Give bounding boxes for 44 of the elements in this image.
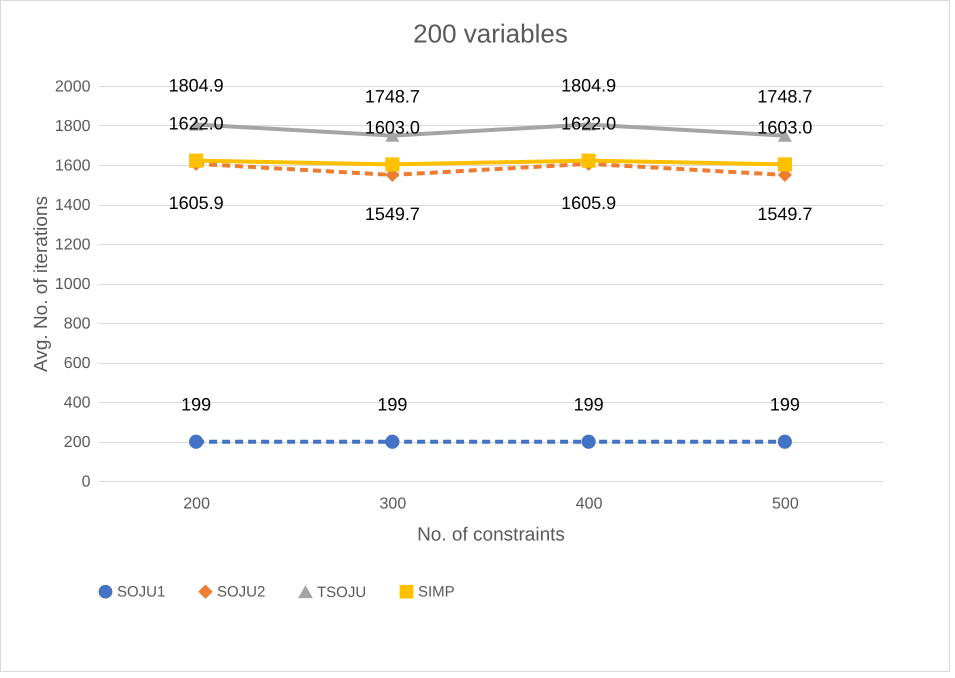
chart-title: 200 variables [413, 18, 568, 49]
y-tick-label: 1400 [54, 197, 91, 214]
x-tick-label: 400 [576, 496, 603, 512]
y-tick-label: 0 [82, 474, 91, 490]
y-axis-title: Avg. No. of iterations [30, 196, 52, 372]
data-label: 199 [181, 394, 212, 415]
data-label: 1804.9 [168, 76, 224, 96]
data-label: 199 [574, 394, 604, 415]
data-label: 1748.7 [364, 86, 420, 107]
y-tick-label: 2000 [54, 78, 91, 96]
point [385, 434, 400, 449]
point [189, 434, 204, 449]
y-tick-label: 400 [64, 394, 91, 412]
x-axis-title: No. of constraints [417, 524, 565, 546]
data-label: 199 [770, 394, 800, 415]
legend-label: TSOJU [317, 584, 366, 602]
data-label: 1605.9 [168, 192, 224, 213]
data-label: 1549.7 [364, 204, 420, 224]
x-tick-label: 500 [772, 496, 799, 512]
point [582, 434, 596, 449]
y-tick-label: 1800 [54, 118, 91, 135]
data-label: 1549.7 [757, 204, 812, 224]
point [385, 157, 400, 172]
data-label: 199 [377, 394, 408, 415]
point [778, 157, 792, 172]
y-tick-label: 1600 [54, 158, 91, 174]
x-tick-label: 300 [380, 496, 406, 512]
y-tick-label: 200 [64, 434, 91, 451]
legend-label: SIMP [418, 584, 455, 601]
y-tick-label: 600 [64, 355, 91, 372]
data-label: 1622.0 [168, 114, 224, 134]
point [778, 434, 792, 449]
data-label: 1603.0 [364, 117, 420, 138]
data-label: 1603.0 [757, 117, 812, 138]
data-label: 1748.7 [757, 86, 812, 107]
y-tick-label: 800 [64, 316, 91, 332]
x-tick-label: 200 [183, 496, 210, 512]
data-label: 1804.9 [561, 76, 616, 96]
y-tick-label: 1000 [54, 276, 91, 293]
data-label: 1622.0 [561, 114, 616, 134]
legend-label: SOJU2 [217, 584, 266, 601]
data-label: 1605.9 [561, 192, 616, 213]
legend-label: SOJU1 [117, 584, 166, 601]
y-tick-label: 1200 [54, 236, 91, 254]
